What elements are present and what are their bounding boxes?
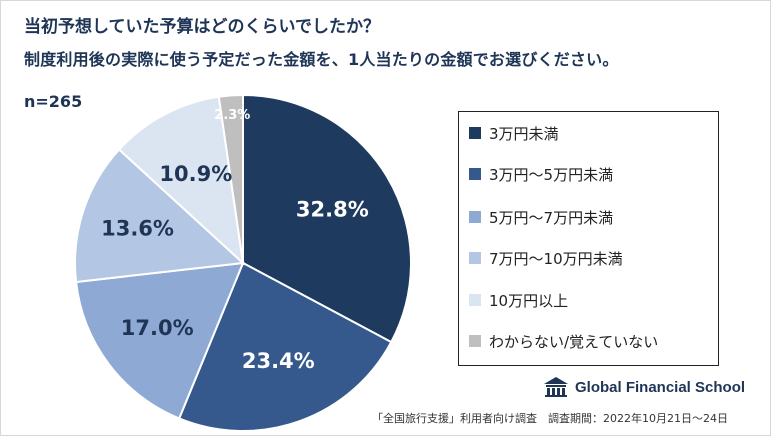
legend-label: 3万円未満	[489, 124, 559, 143]
legend-item: 3万円～5万円未満	[469, 163, 613, 185]
legend-swatch	[469, 168, 481, 180]
legend-item: わからない/覚えていない	[469, 330, 658, 352]
legend-item: 3万円未満	[469, 122, 559, 144]
legend-swatch	[469, 127, 481, 139]
legend-swatch	[469, 211, 481, 223]
pie-label-2: 23.4%	[242, 349, 315, 373]
pie-label-4: 13.6%	[101, 217, 174, 241]
pie-label-3: 17.0%	[121, 316, 194, 340]
brand-name: Global Financial School	[575, 378, 746, 396]
pie-label-6: 2.3%	[214, 108, 250, 123]
pie-slices	[74, 93, 412, 432]
survey-footnote: 「全国旅行支援」利用者向け調査 調査期間：2022年10月21日～24日	[372, 412, 728, 425]
brand-logo: Global Financial School	[543, 376, 745, 398]
pie-data-labels: 32.8% 23.4% 17.0% 13.6% 10.9% 2.3%	[101, 108, 369, 373]
legend-label: 10万円以上	[489, 291, 569, 310]
pie-slice-1	[242, 93, 412, 344]
school-building-icon	[544, 377, 568, 397]
pie-label-5: 10.9%	[159, 162, 232, 186]
sample-size: n=265	[24, 92, 83, 111]
legend-swatch	[469, 252, 481, 264]
pie-slice-6	[217, 93, 244, 264]
legend-swatch	[469, 335, 481, 347]
pie-slice-4	[74, 148, 246, 284]
legend-label: わからない/覚えていない	[489, 332, 659, 351]
legend-label: 7万円～10万円未満	[489, 249, 623, 268]
legend-label: 3万円～5万円未満	[489, 165, 614, 184]
pie-slice-2	[177, 261, 393, 432]
pie-label-1: 32.8%	[296, 197, 369, 221]
question-title: 当初予想していた予算はどのくらいでしたか？	[24, 17, 380, 37]
legend-swatch	[469, 294, 481, 306]
pie-slice-5	[117, 95, 245, 266]
pie-slice-3	[74, 261, 245, 420]
legend-item: 5万円～7万円未満	[469, 206, 613, 228]
chart-legend: 3万円未満 3万円～5万円未満 5万円～7万円未満 7万円～10万円未満 10万円以上わ…	[458, 111, 719, 366]
legend-item: 10万円以上	[469, 289, 568, 311]
legend-label: 5万円～7万円未満	[489, 208, 614, 227]
legend-item: 7万円～10万円未満	[469, 247, 623, 269]
question-instruction: 制度利用後の実際に使う予定だった金額を、1人当たりの金額でお選びください。	[24, 50, 619, 69]
